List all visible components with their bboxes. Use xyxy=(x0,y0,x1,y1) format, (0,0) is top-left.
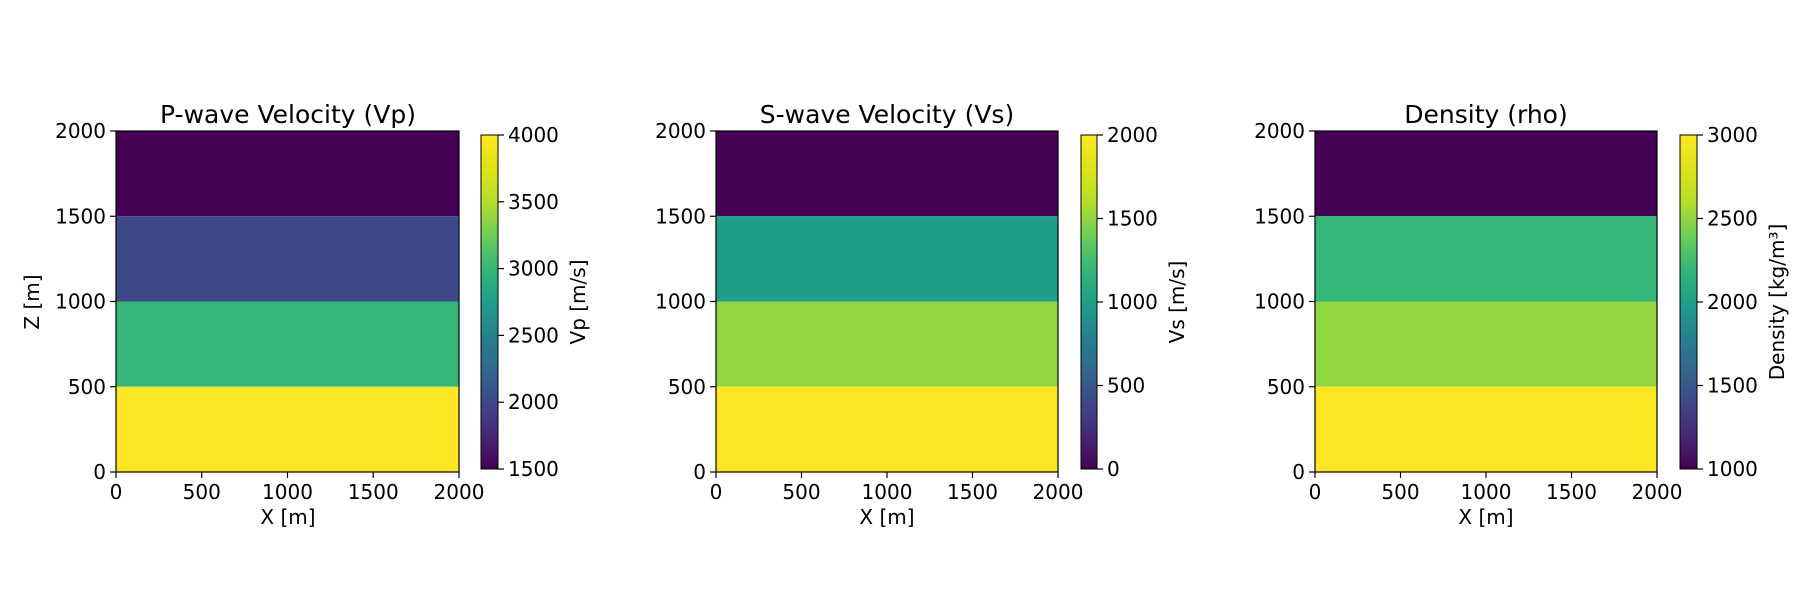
x-tick-label: 1000 xyxy=(262,480,313,504)
colorbar-label-density: Density [kg/m³] xyxy=(1765,224,1789,381)
x-tick-label: 0 xyxy=(710,480,723,504)
y-tick-label: 1000 xyxy=(655,290,706,314)
colorbar-tick-label: 2500 xyxy=(508,323,559,347)
x-axis-label-density: X [m] xyxy=(1458,505,1513,529)
panel-vp: P-wave Velocity (Vp) 0 500 1000 1500 2000 0 5… xyxy=(20,100,590,529)
y-tick-label: 1500 xyxy=(55,204,106,228)
colorbar-tick-label: 500 xyxy=(1107,374,1145,398)
x-tick-label: 0 xyxy=(110,480,123,504)
x-tick-label: 500 xyxy=(183,480,221,504)
layer-density-2 xyxy=(1315,301,1657,387)
colorbar-vs xyxy=(1080,134,1098,470)
x-ticks-vp: 0 500 1000 1500 2000 xyxy=(110,472,485,504)
layer-vs-0 xyxy=(716,131,1058,217)
layer-vs-1 xyxy=(716,216,1058,302)
layer-vp-3 xyxy=(116,386,459,472)
layer-density-1 xyxy=(1315,216,1657,302)
colorbar-vp xyxy=(480,134,499,470)
y-axis-label-vp: Z [m] xyxy=(20,274,44,329)
colorbar-tick-label: 1500 xyxy=(508,457,559,481)
colorbar-tick-label: 1000 xyxy=(1107,290,1158,314)
chart-title-density: Density (rho) xyxy=(1404,100,1567,129)
layers-vs xyxy=(716,131,1058,472)
layer-vp-2 xyxy=(116,301,459,387)
layer-vp-0 xyxy=(116,131,459,217)
y-tick-label: 1000 xyxy=(55,290,106,314)
colorbar-tick-label: 2000 xyxy=(1107,123,1158,147)
x-ticks-density: 0 500 1000 1500 2000 xyxy=(1309,472,1683,504)
colorbar-tick-label: 2000 xyxy=(508,390,559,414)
colorbar-tick-label: 2500 xyxy=(1707,207,1758,231)
x-tick-label: 1500 xyxy=(1546,480,1597,504)
y-tick-label: 0 xyxy=(693,460,706,484)
x-tick-label: 1000 xyxy=(1461,480,1512,504)
chart-title-vs: S-wave Velocity (Vs) xyxy=(760,100,1014,129)
colorbar-tick-label: 1000 xyxy=(1707,457,1758,481)
y-tick-label: 500 xyxy=(1267,375,1305,399)
colorbar-density xyxy=(1679,134,1698,470)
x-tick-label: 2000 xyxy=(434,480,485,504)
y-tick-label: 2000 xyxy=(655,119,706,143)
colorbar-tick-label: 3000 xyxy=(1707,123,1758,147)
colorbar-label-vs: Vs [m/s] xyxy=(1165,261,1189,344)
colorbar-tick-label: 0 xyxy=(1107,457,1120,481)
colorbar-ticks-density: 1000 1500 2000 2500 3000 xyxy=(1697,123,1758,481)
colorbar-label-vp: Vp [m/s] xyxy=(566,260,590,345)
y-tick-label: 1500 xyxy=(655,204,706,228)
colorbar-tick-label: 3500 xyxy=(508,190,559,214)
colorbar-tick-label: 1500 xyxy=(1107,207,1158,231)
layer-density-3 xyxy=(1315,386,1657,472)
x-tick-label: 0 xyxy=(1309,480,1322,504)
x-tick-label: 1500 xyxy=(348,480,399,504)
colorbar-ticks-vp: 1500 2000 2500 3000 3500 4000 xyxy=(498,123,559,481)
layers-vp xyxy=(116,131,459,472)
x-tick-label: 1500 xyxy=(947,480,998,504)
y-tick-label: 500 xyxy=(68,375,106,399)
y-ticks-vs: 0 500 1000 1500 2000 xyxy=(655,119,716,484)
layer-density-0 xyxy=(1315,131,1657,217)
colorbar-ticks-vs: 0 500 1000 1500 2000 xyxy=(1097,123,1158,481)
layer-vs-2 xyxy=(716,301,1058,387)
y-tick-label: 500 xyxy=(668,375,706,399)
colorbar-tick-label: 2000 xyxy=(1707,290,1758,314)
x-ticks-vs: 0 500 1000 1500 2000 xyxy=(710,472,1084,504)
x-axis-label-vp: X [m] xyxy=(260,505,315,529)
x-tick-label: 2000 xyxy=(1033,480,1084,504)
colorbar-tick-label: 3000 xyxy=(508,257,559,281)
panel-density: Density (rho) 0 500 1000 1500 2000 050010001… xyxy=(1254,100,1789,529)
chart-title-vp: P-wave Velocity (Vp) xyxy=(160,100,416,129)
colorbar-tick-label: 1500 xyxy=(1707,374,1758,398)
x-tick-label: 500 xyxy=(782,480,820,504)
y-tick-label: 1000 xyxy=(1254,290,1305,314)
layer-vs-3 xyxy=(716,386,1058,472)
x-tick-label: 1000 xyxy=(862,480,913,504)
y-tick-label: 2000 xyxy=(55,119,106,143)
y-ticks-density: 0 500 1000 1500 2000 xyxy=(1254,119,1315,484)
panel-vs: S-wave Velocity (Vs) 0 500 1000 1500 2000 0 5… xyxy=(655,100,1189,529)
y-tick-label: 0 xyxy=(1292,460,1305,484)
x-axis-label-vs: X [m] xyxy=(859,505,914,529)
y-tick-label: 0 xyxy=(93,460,106,484)
y-ticks-vp: 0 500 1000 1500 2000 xyxy=(55,119,116,484)
colorbar-tick-label: 4000 xyxy=(508,123,559,147)
y-tick-label: 1500 xyxy=(1254,204,1305,228)
y-tick-label: 2000 xyxy=(1254,119,1305,143)
layer-vp-1 xyxy=(116,216,459,302)
layers-density xyxy=(1315,131,1657,472)
x-tick-label: 500 xyxy=(1381,480,1419,504)
x-tick-label: 2000 xyxy=(1632,480,1683,504)
